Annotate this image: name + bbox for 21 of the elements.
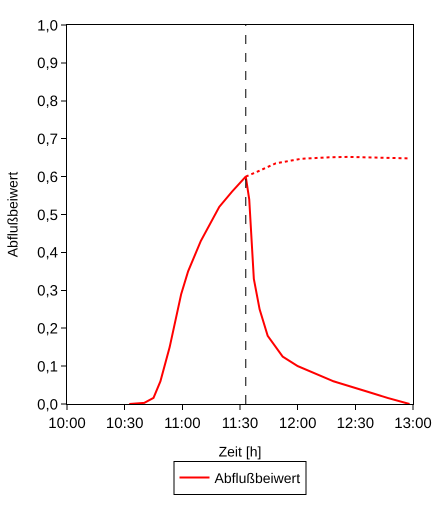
y-tick-label: 0,1 (37, 358, 58, 376)
y-tick-label: 0,7 (37, 130, 58, 148)
y-tick-label: 0,8 (37, 93, 58, 110)
x-tick-label: 13:00 (394, 415, 432, 432)
y-axis-title: Abflußbeiwert (4, 172, 21, 258)
y-tick-label: 0,4 (37, 244, 58, 262)
y-tick-label: 0,0 (37, 396, 58, 414)
x-tick-label: 11:00 (164, 415, 201, 432)
y-tick-label: 1,0 (37, 17, 58, 34)
x-axis-title: Zeit [h] (218, 443, 262, 460)
legend-label: Abflußbeiwert (214, 470, 300, 486)
x-tick-label: 10:30 (106, 415, 144, 432)
x-tick-label: 12:30 (336, 415, 374, 432)
y-tick-label: 0,3 (37, 282, 58, 300)
y-tick-label: 0,9 (37, 55, 58, 72)
y-tick-label: 0,2 (37, 320, 58, 338)
x-tick-label: 12:00 (278, 415, 316, 432)
y-tick-label: 0,6 (37, 168, 58, 186)
y-tick-label: 0,5 (37, 206, 58, 224)
x-tick-label: 11:30 (222, 415, 258, 432)
x-tick-label: 10:00 (48, 415, 86, 432)
